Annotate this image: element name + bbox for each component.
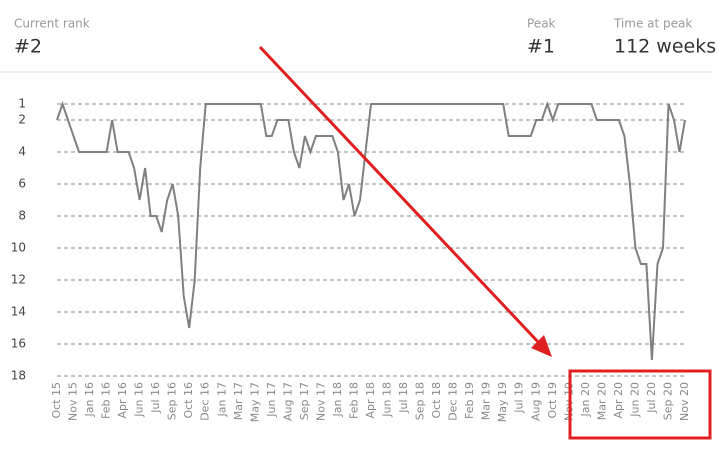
x-tick-label: Feb 19: [463, 382, 476, 419]
x-tick-label: Jun 17: [265, 382, 278, 418]
x-tick-label: Mar 20: [595, 382, 608, 420]
y-tick-label: 12: [11, 273, 26, 287]
x-tick-label: Apr 18: [364, 382, 377, 419]
x-tick-label: Sep 20: [661, 382, 674, 420]
x-tick-label: Jan 16: [83, 382, 96, 417]
x-tick-label: Feb 18: [347, 382, 360, 419]
x-tick-label: Dec 16: [199, 382, 212, 421]
y-tick-label: 4: [18, 145, 26, 159]
annotation: [258, 45, 712, 440]
x-tick-label: Jan 20: [579, 382, 592, 417]
y-tick-label: 18: [11, 369, 26, 383]
current-rank-label: Current rank: [14, 17, 90, 31]
x-tick-label: Aug 19: [529, 382, 542, 421]
x-tick-label: Jun 20: [628, 382, 641, 418]
x-tick-label: Jul 20: [645, 382, 658, 414]
y-tick-label: 6: [18, 177, 26, 191]
x-tick-label: Apr 20: [612, 382, 625, 419]
x-tick-label: Sep 17: [298, 382, 311, 420]
x-tick-label: Sep 18: [414, 382, 427, 420]
x-tick-label: Oct 15: [50, 382, 63, 419]
arrow-head: [531, 335, 552, 357]
y-tick-label: 10: [11, 241, 26, 255]
y-tick-label: 1: [18, 97, 26, 111]
time-at-peak-label: Time at peak: [613, 17, 692, 31]
x-tick-label: Oct 18: [430, 382, 443, 419]
x-tick-label: Feb 16: [100, 382, 113, 419]
x-tick-label: Nov 15: [67, 382, 80, 421]
y-tick-label: 16: [11, 337, 26, 351]
x-tick-label: Mar 19: [480, 382, 493, 420]
time-at-peak: 112 weeks: [614, 36, 716, 58]
x-tick-label: May 19: [496, 382, 509, 422]
highlight-box: [568, 369, 712, 440]
rank-line: [56, 100, 686, 361]
arrow-line: [258, 45, 542, 346]
x-tick-label: Oct 19: [546, 382, 559, 419]
y-tick-label: 8: [18, 209, 26, 223]
x-tick-label: Nov 20: [678, 382, 691, 421]
x-tick-label: Jul 18: [397, 382, 410, 414]
y-tick-label: 2: [18, 113, 26, 127]
x-tick-label: Nov 17: [314, 382, 327, 421]
y-tick-label: 14: [11, 305, 26, 319]
x-tick-label: Jul 19: [513, 382, 526, 414]
x-tick-label: Apr 16: [116, 382, 129, 419]
x-tick-label: Mar 17: [232, 382, 245, 420]
peak: #1: [527, 36, 555, 58]
x-tick-label: Jun 16: [133, 382, 146, 418]
x-tick-label: Jan 18: [331, 382, 344, 417]
x-tick-label: Jan 17: [215, 382, 228, 417]
x-tick-label: Aug 17: [281, 382, 294, 421]
x-tick-label: Dec 18: [447, 382, 460, 421]
x-tick-label: Jul 16: [149, 382, 162, 414]
x-tick-label: Jun 18: [381, 382, 394, 418]
x-tick-label: Oct 16: [182, 382, 195, 419]
x-tick-label: May 17: [248, 382, 261, 422]
peak-label: Peak: [527, 17, 556, 31]
current-rank: #2: [14, 36, 42, 58]
x-tick-label: Sep 16: [166, 382, 179, 420]
